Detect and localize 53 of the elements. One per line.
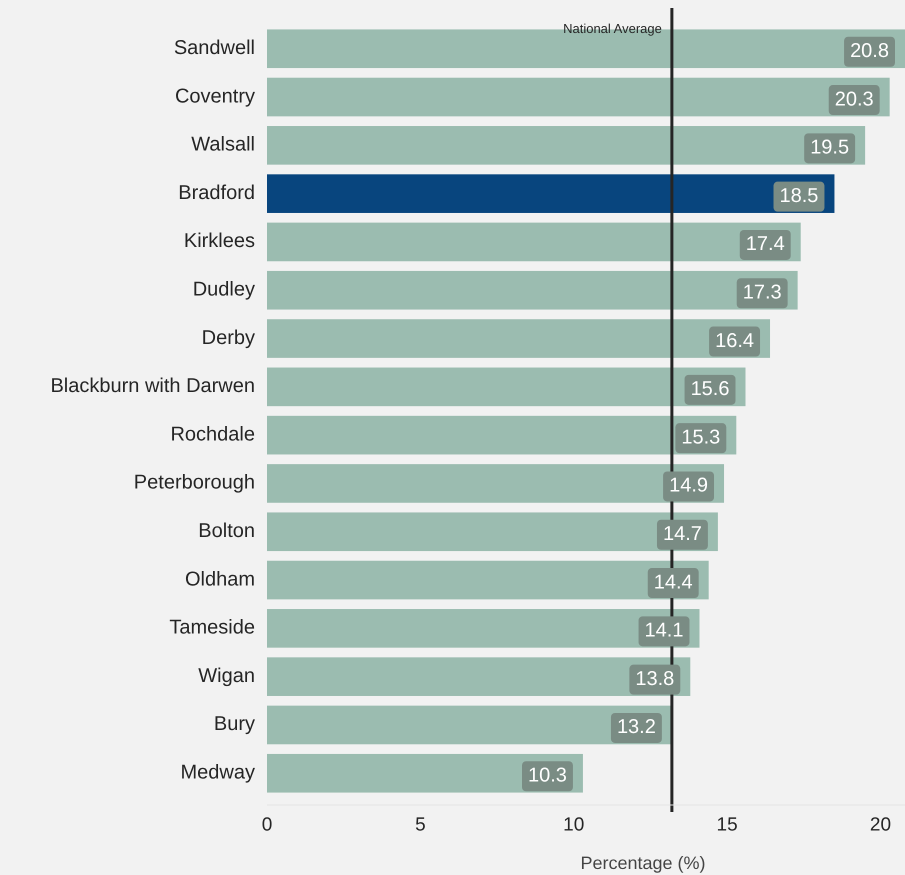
y-tick-label: Wigan xyxy=(198,664,255,687)
bar xyxy=(267,174,834,213)
bar xyxy=(267,657,690,696)
data-label: 17.4 xyxy=(746,233,785,256)
y-tick-label: Tameside xyxy=(169,616,255,639)
bar xyxy=(267,560,709,600)
y-tick-label: Bradford xyxy=(178,182,255,204)
data-label: 20.3 xyxy=(834,88,874,110)
data-label: 10.3 xyxy=(528,764,567,787)
x-tick-label: 0 xyxy=(262,814,272,836)
x-tick-label: 5 xyxy=(415,814,426,836)
y-tick-label: Rochdale xyxy=(170,423,255,446)
y-tick-label: Bolton xyxy=(198,520,255,542)
data-label: 13.8 xyxy=(635,668,674,690)
data-label: 14.9 xyxy=(669,474,708,497)
data-label: 16.4 xyxy=(715,330,754,352)
bar xyxy=(267,222,801,262)
data-label: 14.7 xyxy=(662,523,702,546)
data-label: 14.4 xyxy=(654,571,693,594)
bar xyxy=(267,319,770,358)
y-tick-label: Walsall xyxy=(191,134,255,156)
data-label: 17.3 xyxy=(742,282,782,304)
bar xyxy=(267,609,700,648)
bar xyxy=(267,270,798,310)
bar xyxy=(267,78,890,116)
y-tick-label: Oldham xyxy=(184,568,255,590)
data-label: 14.1 xyxy=(644,620,684,642)
bar xyxy=(267,416,736,454)
x-tick-label: 10 xyxy=(563,814,584,836)
data-label: 20.8 xyxy=(850,40,889,62)
y-tick-label: Dudley xyxy=(192,278,255,301)
x-tick-label: 20 xyxy=(870,814,892,836)
bar xyxy=(267,464,724,503)
bar xyxy=(267,368,746,406)
bar xyxy=(267,706,672,744)
y-tick-label: Medway xyxy=(180,762,255,784)
x-tick-label: 15 xyxy=(716,814,738,836)
y-tick-label: Blackburn with Darwen xyxy=(50,375,255,398)
y-tick-label: Sandwell xyxy=(174,37,255,60)
data-label: 15.6 xyxy=(690,378,730,400)
y-tick-label: Coventry xyxy=(174,85,255,108)
y-tick-label: Derby xyxy=(202,326,255,349)
ref-line-label: National Average xyxy=(563,21,662,36)
x-axis-title: Percentage (%) xyxy=(580,853,706,873)
y-tick-label: Kirklees xyxy=(184,230,255,252)
data-label: 13.2 xyxy=(616,716,656,738)
data-label: 18.5 xyxy=(780,184,818,207)
bar xyxy=(267,512,718,552)
data-label: 19.5 xyxy=(810,136,850,159)
y-tick-label: Bury xyxy=(214,713,255,736)
y-tick-label: Peterborough xyxy=(134,472,255,494)
data-label: 15.3 xyxy=(681,426,720,448)
bar xyxy=(267,126,866,165)
